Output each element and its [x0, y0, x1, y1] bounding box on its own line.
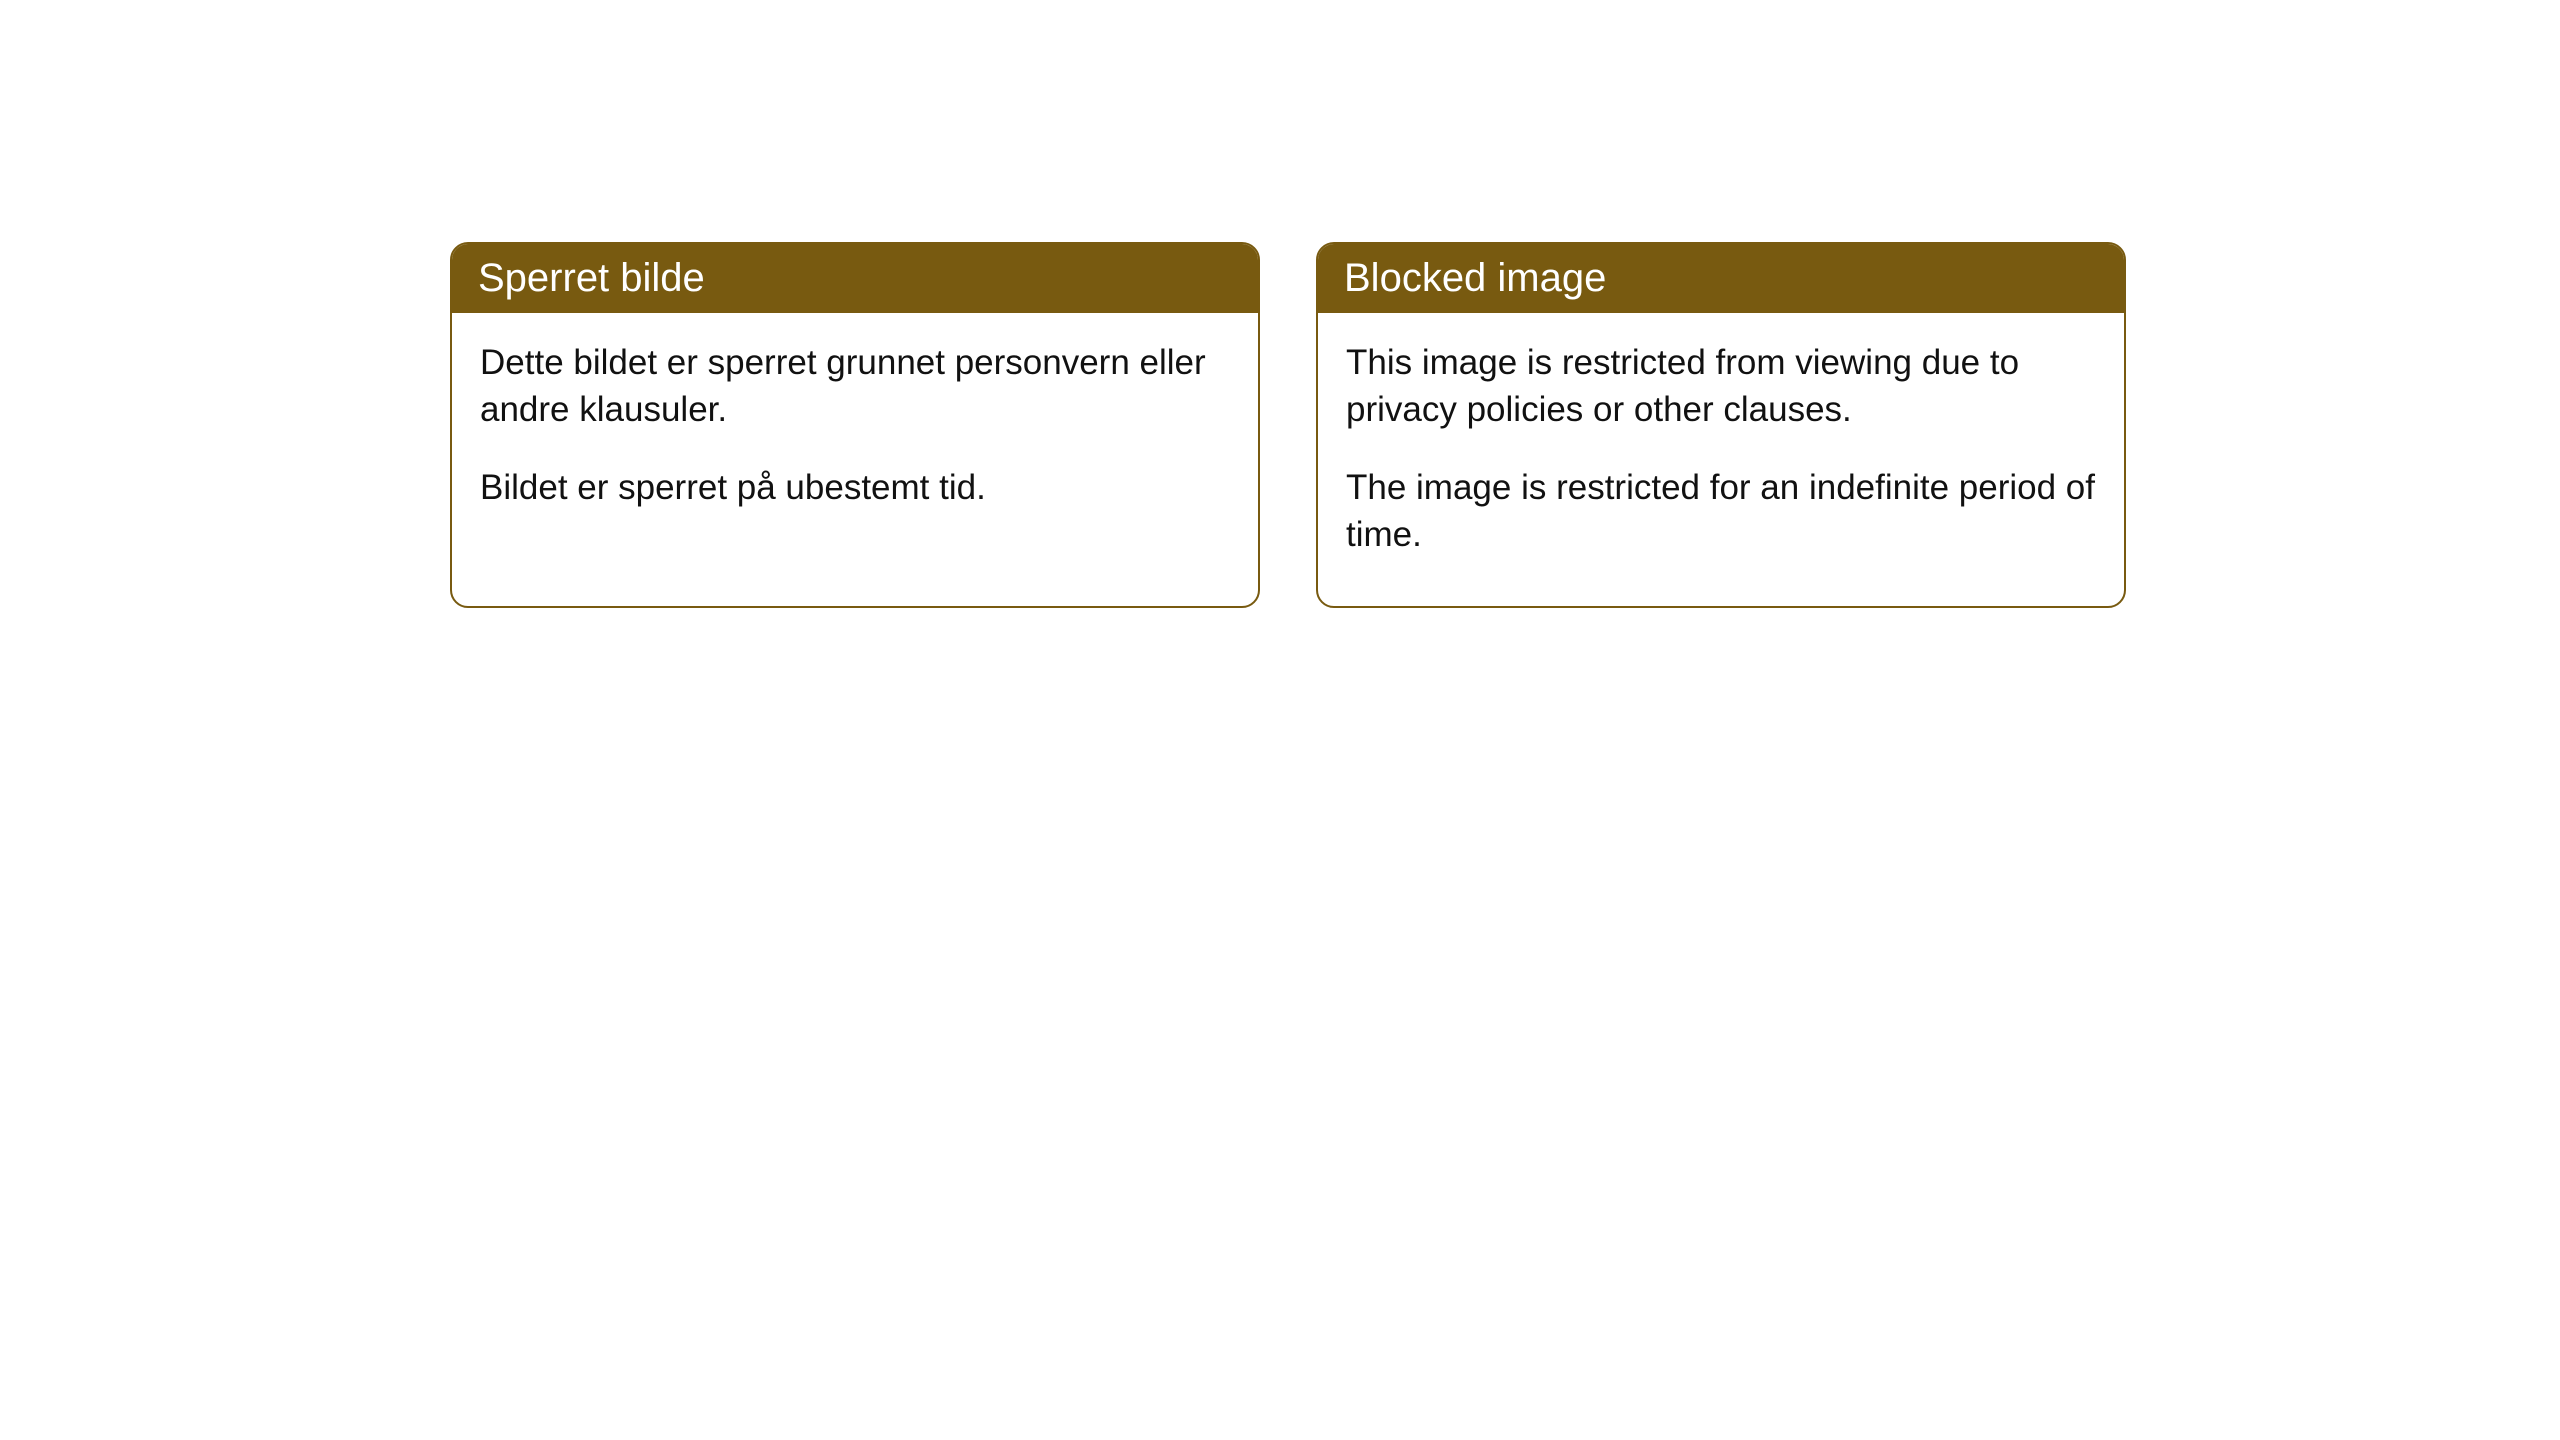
card-body-para1-no: Dette bildet er sperret grunnet personve… — [480, 339, 1230, 434]
card-body-no: Dette bildet er sperret grunnet personve… — [452, 313, 1258, 559]
card-body-para2-en: The image is restricted for an indefinit… — [1346, 464, 2096, 559]
notice-container: Sperret bilde Dette bildet er sperret gr… — [0, 0, 2560, 608]
blocked-image-card-no: Sperret bilde Dette bildet er sperret gr… — [450, 242, 1260, 608]
card-header-no: Sperret bilde — [452, 244, 1258, 313]
card-body-para1-en: This image is restricted from viewing du… — [1346, 339, 2096, 434]
card-body-para2-no: Bildet er sperret på ubestemt tid. — [480, 464, 1230, 511]
blocked-image-card-en: Blocked image This image is restricted f… — [1316, 242, 2126, 608]
card-header-en: Blocked image — [1318, 244, 2124, 313]
card-body-en: This image is restricted from viewing du… — [1318, 313, 2124, 606]
